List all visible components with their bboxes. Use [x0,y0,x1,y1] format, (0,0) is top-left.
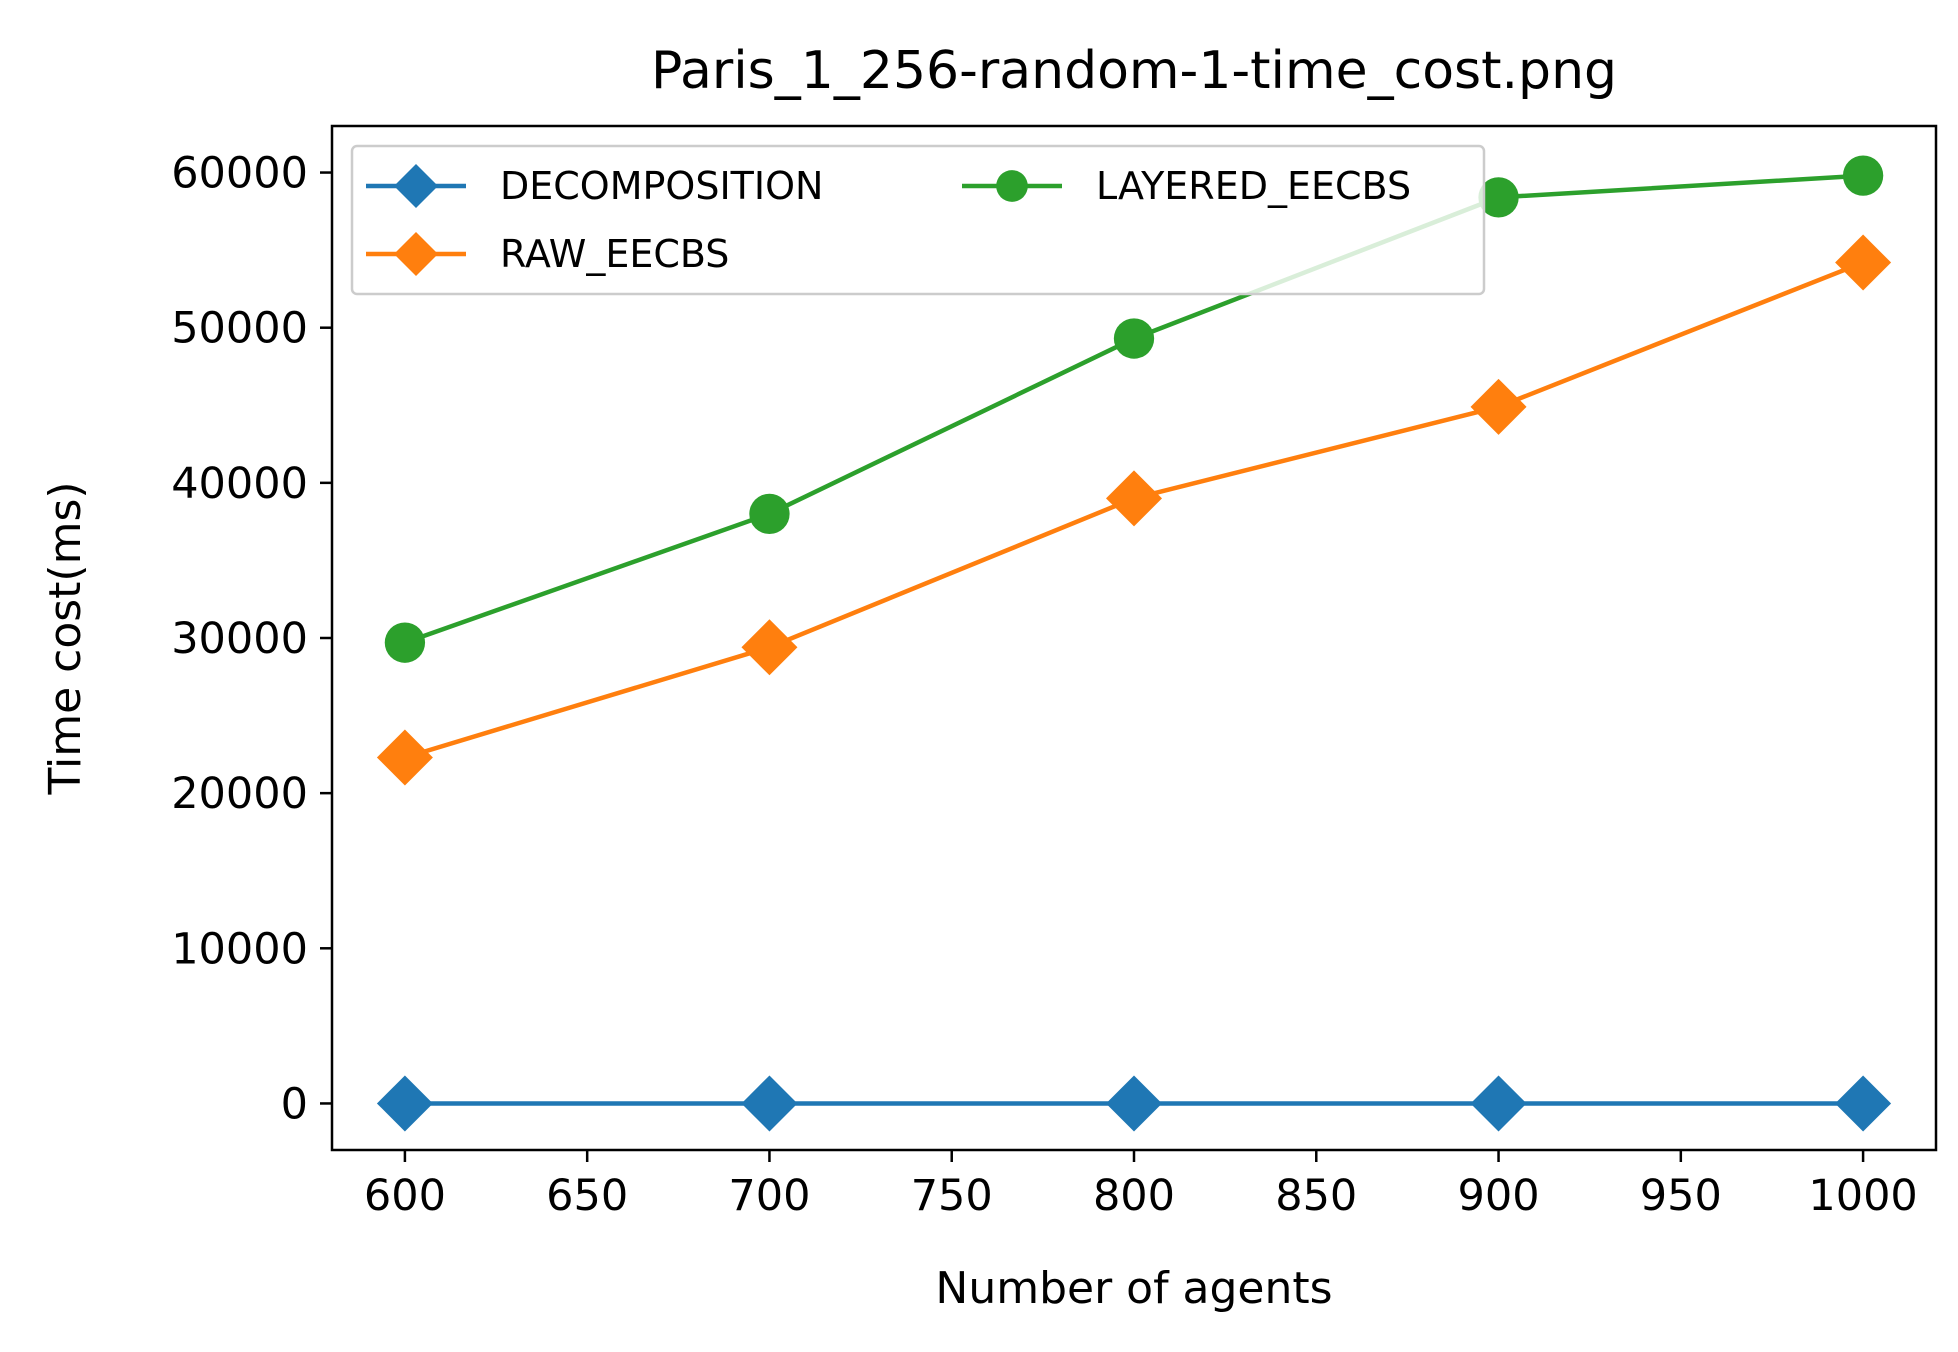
data-point-layered-eecbs [384,622,426,663]
data-point-raw-eecbs [1470,378,1527,435]
series-layered-eecbs [384,155,1884,663]
legend: DECOMPOSITION RAW_EECBS LAYERED_EECBS [350,144,1486,296]
data-point-layered-eecbs [1478,177,1519,218]
plot-area [376,155,1892,1132]
data-point-layered-eecbs [749,493,790,535]
y-tick-label: 30000 [171,614,308,664]
legend-label: DECOMPOSITION [500,164,823,208]
data-point-decomposition [376,1075,433,1132]
y-tick-label: 0 [281,1079,308,1129]
data-point-layered-eecbs [1113,318,1155,359]
y-tick-label: 60000 [171,149,308,199]
y-tick-label: 10000 [171,924,308,974]
x-tick-label: 650 [546,1171,628,1221]
chart-title: Paris_1_256-random-1-time_cost.png [651,41,1617,101]
data-point-raw-eecbs [741,619,798,676]
data-point-raw-eecbs [1835,234,1892,291]
y-tick-label: 20000 [171,769,308,819]
data-point-decomposition [1835,1075,1892,1132]
x-tick-label: 750 [911,1171,993,1221]
legend-label: RAW_EECBS [500,232,729,276]
data-point-layered-eecbs [1842,155,1884,196]
legend-marker [394,232,438,276]
x-tick-label: 700 [728,1171,810,1221]
data-point-raw-eecbs [376,729,433,786]
y-tick-label: 50000 [171,304,308,354]
legend-item-layered-eecbs: LAYERED_EECBS [962,164,1411,208]
y-tick-label: 40000 [171,459,308,509]
x-tick-label: 600 [364,1171,446,1221]
x-tick-label: 850 [1275,1171,1357,1221]
x-tick-label: 800 [1093,1171,1175,1221]
data-point-decomposition [1106,1075,1162,1132]
legend-marker [996,170,1028,202]
series-decomposition [376,1075,1892,1132]
data-point-decomposition [741,1075,798,1132]
series-raw-eecbs [376,234,1892,786]
x-tick-label: 950 [1640,1171,1722,1221]
legend-marker [394,164,438,208]
legend-label: LAYERED_EECBS [1096,164,1411,208]
x-tick-label: 1000 [1808,1171,1917,1221]
data-point-raw-eecbs [1106,470,1162,527]
plot-frame [330,124,1938,1152]
axis-ticks: 600 650 700 750 800 850 900 950 1000010000200003… [171,149,1918,1221]
x-tick-label: 900 [1458,1171,1540,1221]
legend-item-raw-eecbs: RAW_EECBS [366,232,729,276]
legend-box [350,144,1486,296]
legend-item-decomposition: DECOMPOSITION [366,164,823,208]
x-axis-label: Number of agents [935,1263,1332,1314]
data-point-decomposition [1470,1075,1527,1132]
y-axis-label: Time cost(ms) [40,481,91,795]
